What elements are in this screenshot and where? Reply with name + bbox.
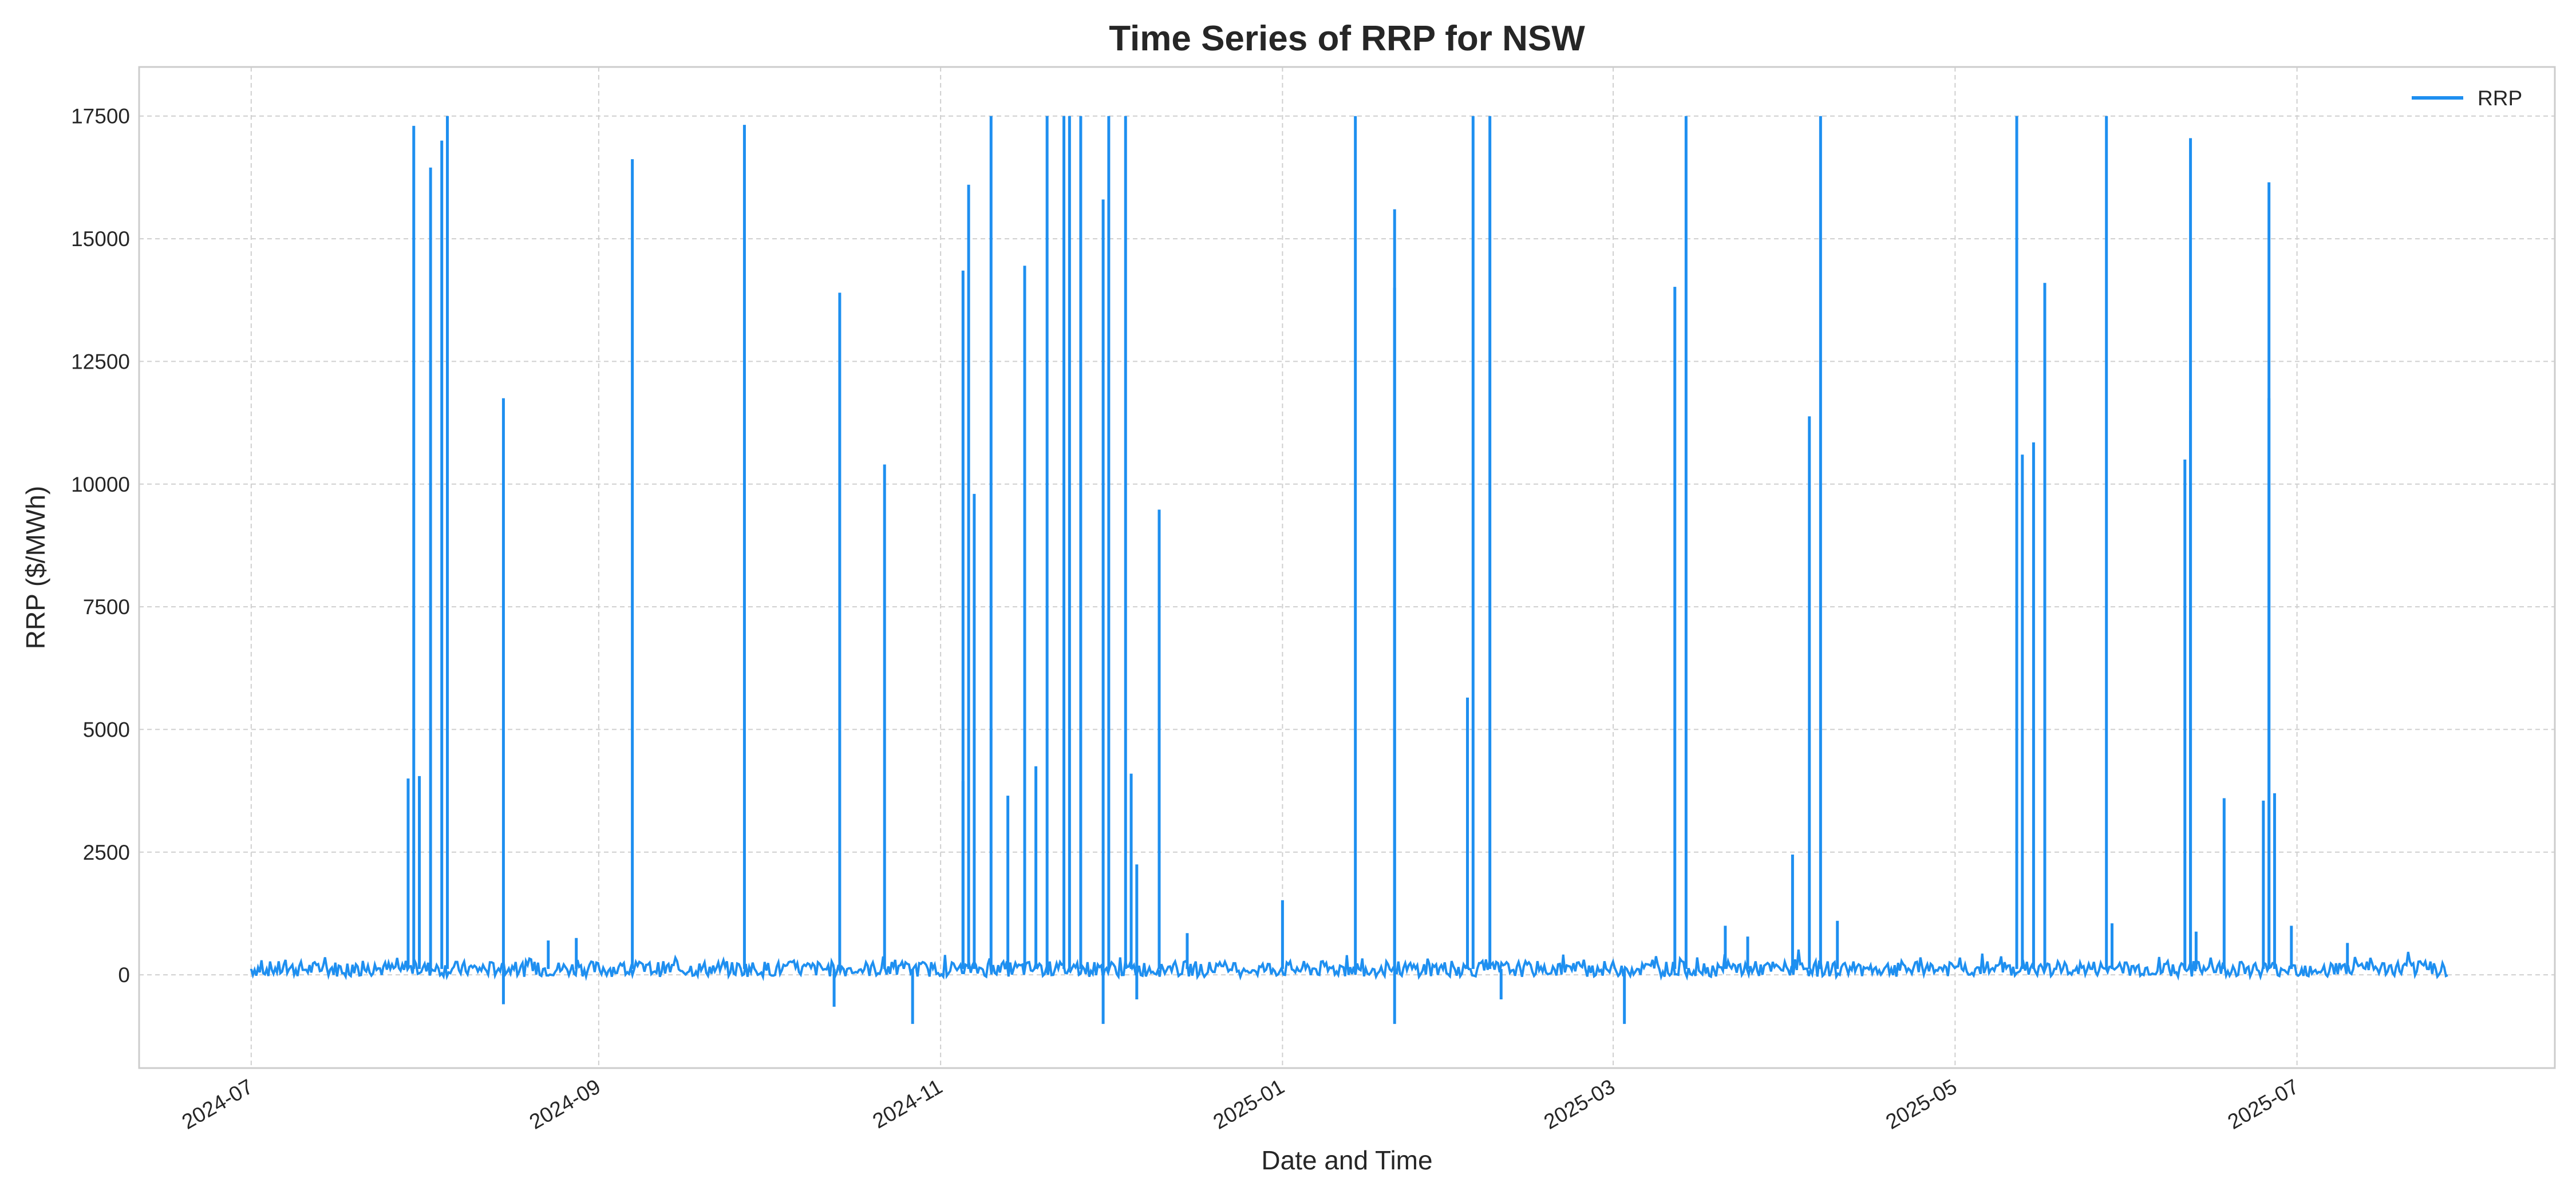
y-tick-labels: 0 2500 5000 7500 10000 12500 15000 17500 bbox=[71, 105, 130, 987]
y-tick-label: 12500 bbox=[71, 350, 130, 373]
y-tick-label: 0 bbox=[118, 963, 130, 987]
legend-label-rrp: RRP bbox=[2478, 86, 2522, 110]
series-line-rrp-baseline bbox=[250, 949, 2448, 982]
y-tick-label: 10000 bbox=[71, 473, 130, 496]
y-tick-label: 2500 bbox=[83, 841, 130, 864]
y-tick-label: 17500 bbox=[71, 105, 130, 128]
y-tick-label: 15000 bbox=[71, 227, 130, 251]
y-axis-label: RRP ($/MWh) bbox=[21, 486, 50, 649]
chart-title: Time Series of RRP for NSW bbox=[1109, 19, 1585, 58]
y-tick-label: 5000 bbox=[83, 718, 130, 741]
x-axis-label: Date and Time bbox=[1261, 1145, 1432, 1175]
series-group bbox=[250, 116, 2448, 1024]
legend: RRP bbox=[2412, 86, 2522, 110]
plot-frame bbox=[138, 66, 2556, 1069]
y-tick-label: 7500 bbox=[83, 595, 130, 619]
